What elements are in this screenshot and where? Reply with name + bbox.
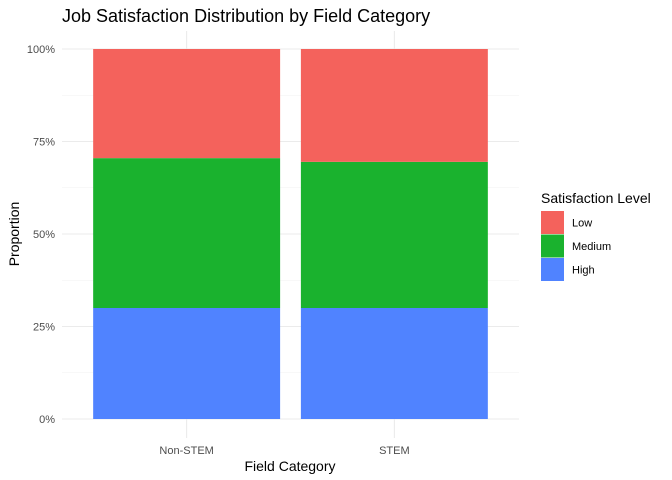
legend-label-medium: Medium [572, 241, 611, 253]
legend-key-high [541, 258, 564, 281]
legend-key-medium [541, 234, 564, 258]
bar-medium-non-stem [93, 158, 281, 308]
y-tick-label: 0% [39, 414, 55, 426]
bar-medium-stem [300, 161, 488, 308]
y-tick-label: 50% [33, 229, 55, 241]
y-axis-ticks: 0% 25% 50% 75% 100% [27, 44, 55, 426]
legend-label-high: High [572, 265, 595, 277]
legend-key-low [541, 211, 564, 234]
bars [93, 49, 488, 419]
y-tick-label: 100% [27, 44, 55, 56]
y-axis-title: Proportion [6, 202, 22, 267]
bar-low-stem [300, 49, 488, 162]
bar-low-non-stem [93, 49, 281, 159]
bar-high-non-stem [93, 308, 281, 419]
y-tick-label: 25% [33, 322, 55, 334]
legend-label-low: Low [572, 218, 592, 230]
legend-title: Satisfaction Level [541, 190, 651, 206]
bar-high-stem [300, 308, 488, 419]
chart-title: Job Satisfaction Distribution by Field C… [62, 6, 430, 26]
y-tick-label: 75% [33, 137, 55, 149]
x-axis-title: Field Category [244, 458, 335, 474]
legend: Satisfaction Level Low Medium High [541, 190, 651, 281]
x-tick-label: Non-STEM [159, 445, 213, 457]
x-axis-ticks: Non-STEM STEM [159, 445, 409, 457]
x-tick-label: STEM [379, 445, 410, 457]
